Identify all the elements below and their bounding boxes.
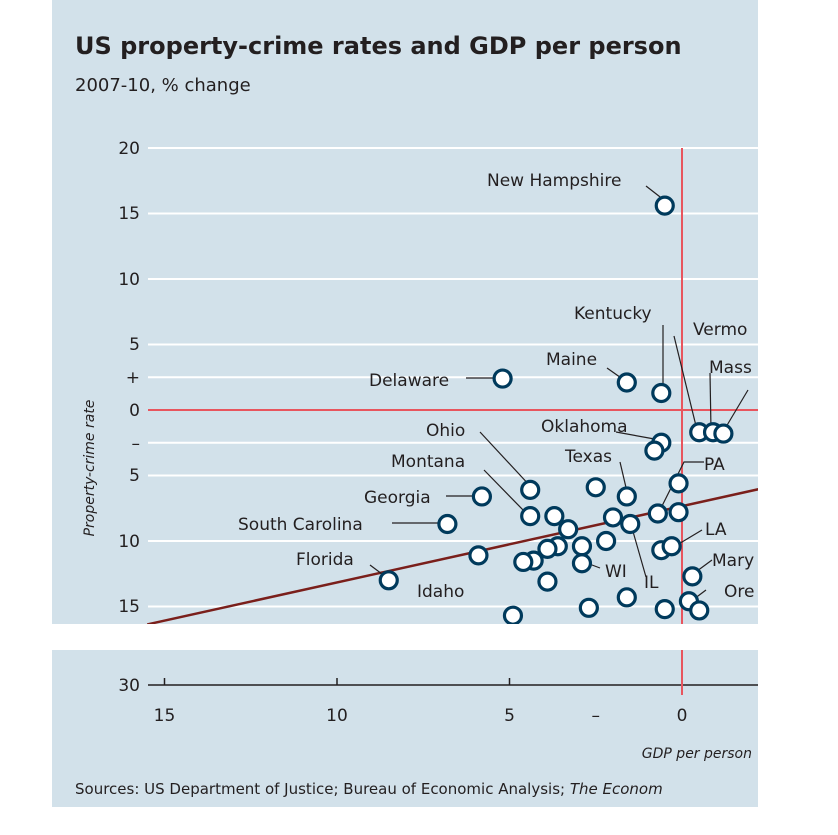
data-point xyxy=(468,545,489,566)
source-text: Sources: US Department of Justice; Burea… xyxy=(75,780,570,798)
axis-break-gap xyxy=(52,624,758,650)
data-point xyxy=(520,506,541,527)
y-tick-label: 5 xyxy=(129,335,140,355)
x-tick-label: 10 xyxy=(326,706,348,726)
data-point xyxy=(558,519,579,540)
point-label: Georgia xyxy=(364,488,431,508)
point-label: WI xyxy=(605,562,627,582)
data-point xyxy=(668,502,689,523)
y-tick-label: 30 xyxy=(118,676,140,696)
data-point xyxy=(471,486,492,507)
y-tick-label: 5 xyxy=(129,466,140,486)
source-note: Sources: US Department of Justice; Burea… xyxy=(75,780,663,798)
y-tick-label: 10 xyxy=(118,532,140,552)
data-point xyxy=(520,479,541,501)
point-label: Mary xyxy=(712,551,754,571)
point-label: PA xyxy=(704,455,725,475)
point-label: Oklahoma xyxy=(541,417,628,437)
data-point xyxy=(616,587,637,608)
y-tick-label: – xyxy=(132,434,141,454)
data-point xyxy=(492,368,513,389)
point-label: Texas xyxy=(564,447,612,467)
label-leader-line xyxy=(673,335,698,431)
point-label: IL xyxy=(644,573,659,593)
x-tick-label: 5 xyxy=(504,706,515,726)
data-point xyxy=(654,195,675,216)
data-point xyxy=(537,571,558,592)
data-point xyxy=(644,440,665,461)
y-tick-label: + xyxy=(126,368,140,388)
data-point xyxy=(661,536,682,557)
data-point xyxy=(713,423,734,444)
point-label: Mass xyxy=(709,358,752,378)
y-tick-label: 20 xyxy=(118,139,140,159)
data-point xyxy=(578,597,599,618)
y-axis-label: Property-crime rate xyxy=(82,400,98,537)
point-label: Kentucky xyxy=(574,304,652,324)
data-point xyxy=(502,605,524,626)
x-tick-label: – xyxy=(592,706,601,726)
chart-subtitle: 2007-10, % change xyxy=(75,75,251,96)
point-label: Ohio xyxy=(426,421,465,441)
y-tick-label: 15 xyxy=(118,204,140,224)
label-leader-line xyxy=(709,372,712,431)
x-tick-label: 0 xyxy=(677,706,688,726)
x-axis-label: GDP per person xyxy=(642,746,752,762)
point-label: Florida xyxy=(296,550,354,570)
point-label: Delaware xyxy=(369,371,449,391)
data-point xyxy=(378,570,399,591)
data-point xyxy=(620,513,641,535)
data-point xyxy=(616,486,637,507)
y-tick-label: 15 xyxy=(118,597,140,617)
data-point xyxy=(544,506,565,527)
data-point xyxy=(537,538,558,559)
data-point xyxy=(651,382,672,404)
data-point xyxy=(689,600,710,621)
data-point xyxy=(602,507,624,528)
label-leader-line xyxy=(479,431,533,489)
point-label: Ore xyxy=(724,582,754,602)
data-point xyxy=(616,372,637,393)
data-point xyxy=(668,473,689,494)
source-italic: The Econom xyxy=(569,780,663,798)
data-point xyxy=(571,536,593,557)
x-tick-label: 15 xyxy=(154,706,176,726)
point-label: Montana xyxy=(391,452,465,472)
point-label: Vermo xyxy=(693,320,747,340)
data-point xyxy=(595,530,617,552)
chart-background xyxy=(52,0,758,807)
data-point xyxy=(682,566,703,587)
data-point xyxy=(513,551,534,573)
label-leader-line xyxy=(631,527,647,578)
label-leader-line xyxy=(483,469,526,513)
point-label: Idaho xyxy=(417,582,464,602)
data-point xyxy=(585,477,606,498)
data-point xyxy=(654,599,675,620)
point-label: New Hampshire xyxy=(487,171,621,191)
data-point xyxy=(437,513,458,535)
data-point xyxy=(647,503,668,524)
point-label: Maine xyxy=(546,350,597,370)
y-tick-label: 0 xyxy=(129,401,140,421)
label-leader-line xyxy=(659,461,704,511)
y-tick-label: 10 xyxy=(118,270,140,290)
data-point xyxy=(571,553,593,574)
chart-title: US property-crime rates and GDP per pers… xyxy=(75,32,682,60)
point-label: LA xyxy=(705,520,727,540)
point-label: South Carolina xyxy=(238,515,363,535)
